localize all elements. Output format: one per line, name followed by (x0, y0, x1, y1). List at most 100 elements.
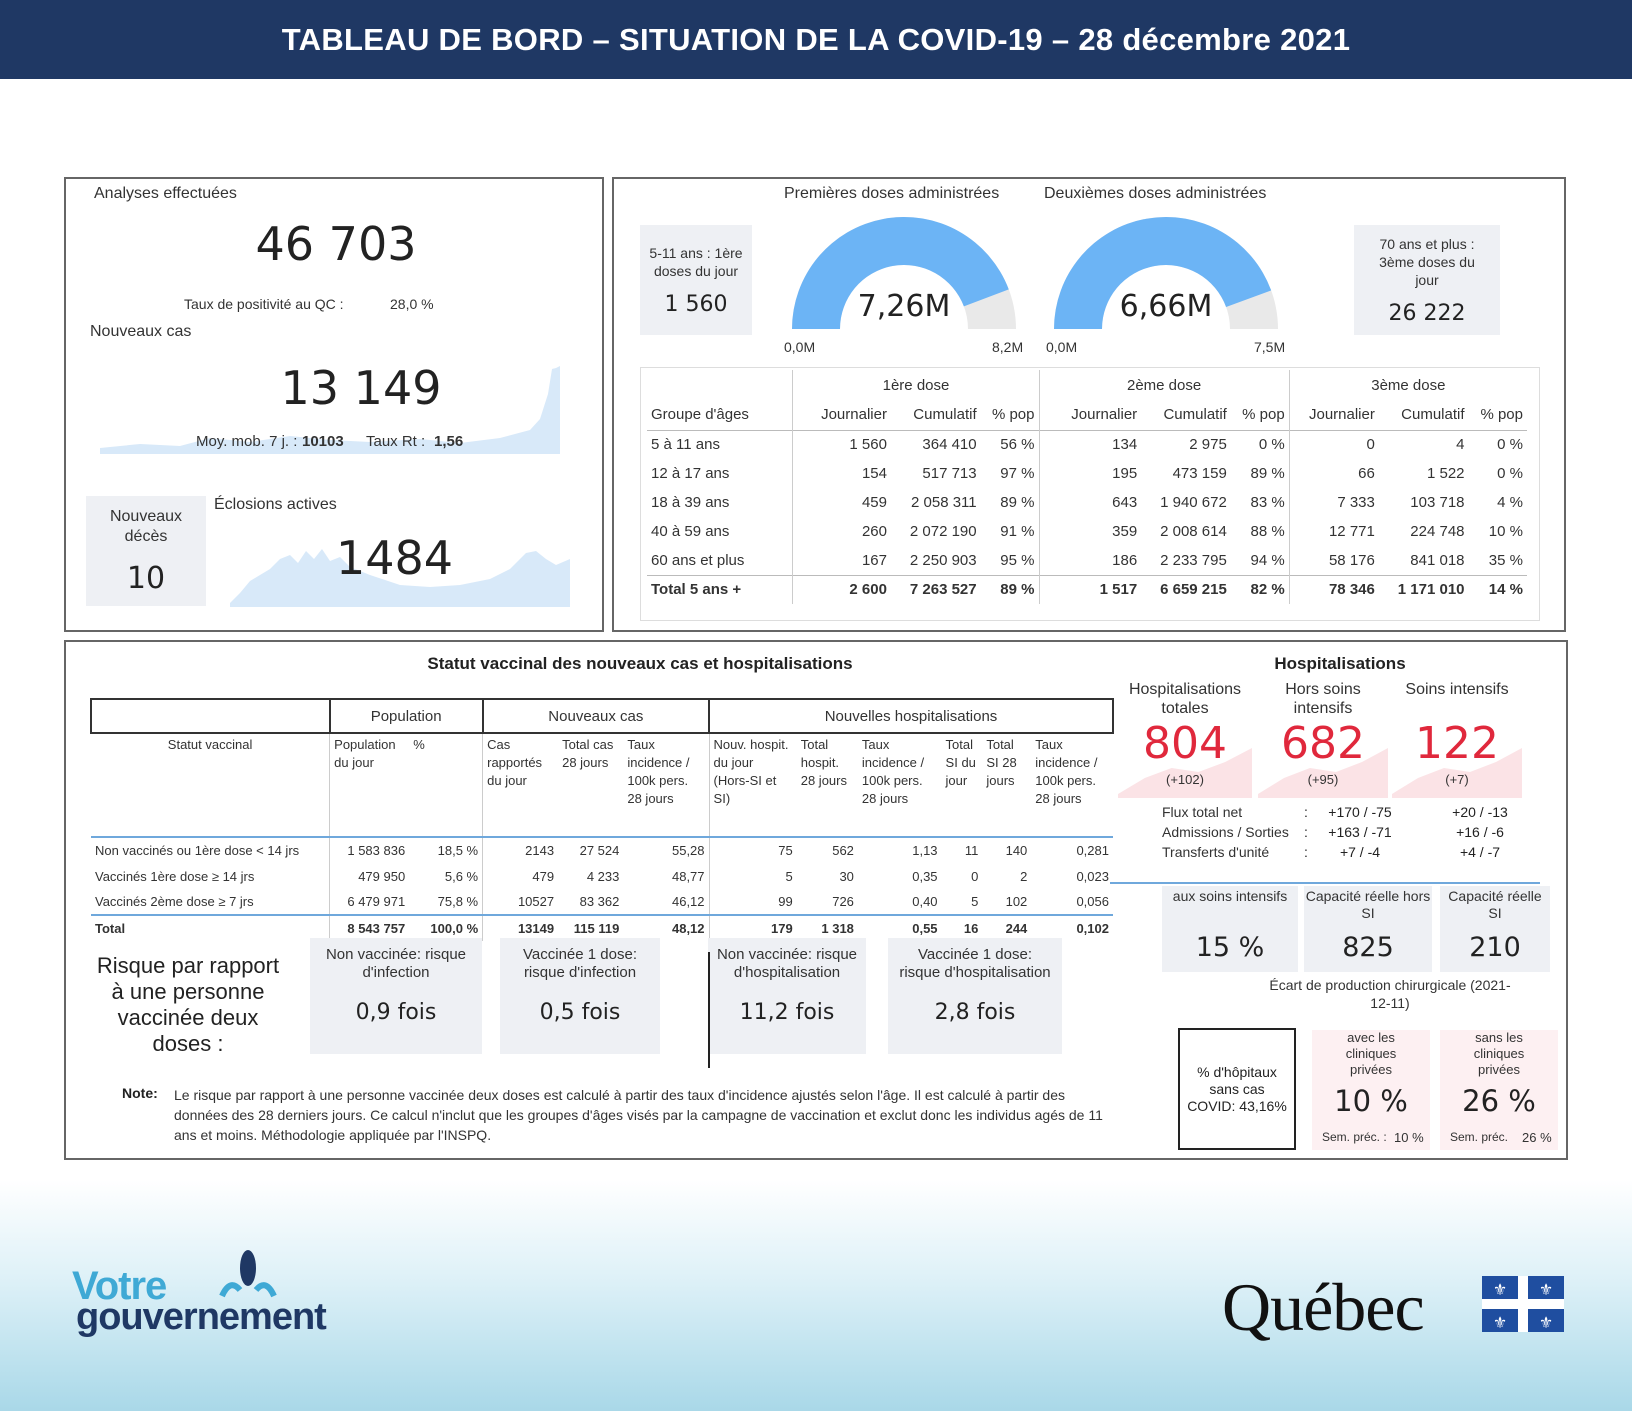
vaccination-cell: 40 à 59 ans (647, 517, 794, 546)
cases-sparkline (100, 366, 560, 454)
hosp-sparkline (1118, 748, 1252, 798)
positivity-label: Taux de positivité au QC : (184, 296, 344, 312)
status-col-header: Statut vaccinal (91, 733, 331, 838)
new-cases-value: 13 149 (280, 361, 442, 415)
cases-panel: Analyses effectuées 46 703 Taux de posit… (64, 177, 604, 632)
hosp-kpi-delta: (+7) (1445, 772, 1469, 787)
vaccination-cell: 0 % (1497, 465, 1523, 482)
status-cell: 27 524 (579, 843, 620, 858)
status-group-cases: Nouveaux cas (481, 698, 711, 734)
status-cell: 562 (832, 843, 854, 858)
vaccination-cell: 14 % (1468, 574, 1527, 604)
status-cell: 8 543 757 (329, 914, 410, 941)
vaccination-cell: 1 522 (1426, 465, 1465, 482)
status-cell: 0,35 (912, 868, 938, 884)
vaccination-cell: 1 517 (1039, 574, 1142, 604)
status-cell: 1 583 836 (347, 843, 406, 858)
status-cell: 48,12 (623, 914, 710, 941)
hosp-kpi-delta: (+102) (1166, 772, 1204, 787)
flow-hors-si: +170 / -75 (1328, 804, 1392, 820)
flow-hors-si: +163 / -71 (1328, 824, 1392, 840)
hosp-kpi-label: Hors soins intensifs (1285, 681, 1361, 717)
vaccination-cell: 12 à 17 ans (647, 459, 794, 488)
vaccination-table-frame: 1ère dose 2ème dose 3ème dose Groupe d'â… (640, 367, 1540, 621)
status-col-header: Population du jour (329, 733, 410, 838)
hosp-kpi-label: Soins intensifs (1405, 681, 1509, 698)
vaccination-col-header: Journalier (1071, 406, 1138, 424)
status-cell: 5,6 % (409, 863, 484, 889)
status-cell: 5 (785, 868, 793, 884)
vaccination-group-row: 1ère dose 2ème dose 3ème dose (647, 370, 1527, 400)
vaccination-cell: 4 (1456, 436, 1465, 454)
surgery-card: avec les cliniques privées 10 % Sem. préc.… (1312, 1030, 1430, 1150)
flow-sep: : (1304, 844, 1308, 860)
vaccination-row: 12 à 17 ans 154 517 713 97 % 195 473 159 89 % 6… (647, 459, 1527, 488)
deaths-card: Nouveaux décès 10 (86, 496, 206, 606)
capacity-card: Capacité réelle SI 210 (1440, 886, 1550, 972)
hosp-kpi-label: Hospitalisations totales (1128, 681, 1242, 717)
vaccination-table-body: 5 à 11 ans 1 560 364 410 56 % 134 2 975 0 % 0 4 0… (647, 430, 1527, 604)
capacity-value: 210 (1469, 932, 1521, 963)
vaccination-col-header: Cumulatif (1163, 406, 1227, 424)
deaths-value: 10 (126, 560, 166, 596)
risk-card-label: Non vaccinée: risque d'infection (325, 946, 467, 981)
gauge2-value: 6,66M (1119, 289, 1213, 324)
gauge1-min: 0,0M (784, 339, 816, 355)
flow-label: Flux total net (1162, 804, 1243, 820)
status-cell: 11 (964, 843, 979, 858)
vaccination-cell: 5 à 11 ans (647, 430, 794, 459)
senior-dose-card: 70 ans et plus : 3ème doses du jour 26 2… (1354, 225, 1500, 335)
vaccination-cell: 94 % (1230, 546, 1290, 575)
vaccination-cell: 7 263 527 (890, 574, 981, 604)
status-cell: 244 (982, 914, 1032, 941)
status-cell: 99 (778, 894, 793, 909)
rt-label: Taux Rt : (366, 433, 426, 450)
surgery-label: sans les cliniques privées (1473, 1030, 1525, 1077)
status-cell: 1 318 (796, 914, 858, 941)
status-col-header: Total SI du jour (941, 733, 983, 838)
flow-label: Transferts d'unité (1162, 844, 1270, 860)
status-cell: Total (91, 914, 331, 941)
votre-gouvernement-logo: Votre gouvernement (70, 1250, 370, 1340)
status-group-population: Population (328, 698, 484, 734)
vaccination-cell: 18 à 39 ans (647, 488, 794, 517)
status-cell: 115 119 (558, 914, 624, 941)
status-cell: 4 233 (586, 868, 620, 884)
svg-text:⚜: ⚜ (1539, 1313, 1553, 1332)
vaccination-cell: Total 5 ans + (647, 574, 794, 604)
hosp-sparkline (1392, 748, 1522, 798)
outbreaks-sparkline (230, 549, 570, 607)
capacity-card: Capacité réelle hors SI 825 (1304, 886, 1432, 972)
gauge1-title: Premières doses administrées (784, 185, 1000, 202)
vaccination-col-header: % pop (980, 400, 1040, 430)
status-table-body: Non vaccinés ou 1ère dose < 14 jrs 1 583 … (91, 837, 1113, 941)
status-cell: 75,8 % (409, 889, 484, 915)
gauge1-value: 7,26M (857, 289, 951, 324)
status-cell: 13149 (482, 914, 559, 941)
vaccination-cell: 643 (1112, 494, 1138, 511)
nocovid-text: % d'hôpitaux sans cas COVID: 43,16% (1187, 1063, 1287, 1114)
kids-dose-value: 1 560 (664, 291, 728, 317)
status-col-header: Nouv. hospit. du jour (Hors-SI et SI) (709, 733, 797, 838)
vaccination-cell: 103 718 (1410, 494, 1465, 511)
vaccination-cell: 0 % (1230, 430, 1290, 459)
vaccination-cell: 89 % (1230, 459, 1290, 488)
surgery-title: Écart de production chirurgicale (2021-1… (1269, 977, 1511, 1011)
status-cell: 18,5 % (409, 837, 484, 863)
vaccination-cell: 2 233 795 (1160, 551, 1227, 569)
gauge-second-doses (1054, 216, 1278, 329)
status-cell: 1,13 (912, 843, 938, 858)
hosp-kpi-value: 804 (1143, 718, 1227, 769)
logo-quebec: Québec (1222, 1269, 1425, 1345)
logo-gouvernement: gouvernement (76, 1296, 327, 1338)
vaccination-cell: 1 940 672 (1160, 494, 1227, 511)
status-row: Vaccinés 2ème dose ≥ 7 jrs 6 479 971 75,8 … (91, 889, 1113, 915)
flow-label: Admissions / Sorties (1162, 824, 1289, 840)
risk-card-value: 0,9 fois (355, 1000, 437, 1025)
vaccination-cell: 89 % (980, 488, 1040, 517)
deaths-label: Nouveaux décès (109, 507, 183, 545)
vaccination-cell: 7 333 (1337, 494, 1375, 511)
status-total-row: Total 8 543 757 100,0 % 13149 115 119 48,12 17… (91, 914, 1113, 941)
risk-card: Vaccinée 1 dose: risque d'hospitalisatio… (888, 938, 1062, 1054)
status-group-hosp: Nouvelles hospitalisations (708, 698, 1114, 734)
